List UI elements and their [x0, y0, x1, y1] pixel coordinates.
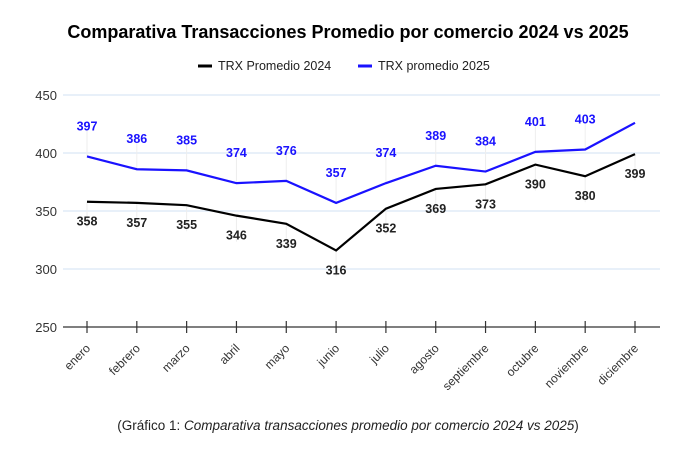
caption-suffix: ) — [574, 418, 579, 433]
x-tick-label: junio — [314, 341, 343, 370]
x-tick-label: marzo — [159, 341, 193, 375]
y-tick-label: 450 — [35, 88, 57, 103]
y-tick-label: 350 — [35, 204, 57, 219]
data-label: 386 — [126, 132, 147, 146]
data-label: 369 — [425, 202, 446, 216]
x-tick-label: abril — [217, 341, 243, 367]
data-label: 339 — [276, 237, 297, 251]
data-label: 399 — [625, 167, 646, 181]
x-tick-label: febrero — [106, 341, 143, 378]
data-label: 373 — [475, 197, 496, 211]
data-label: 401 — [525, 115, 546, 129]
data-label: 380 — [575, 189, 596, 203]
y-tick-label: 250 — [35, 320, 57, 335]
data-label: 384 — [475, 135, 496, 149]
x-tick-label: julio — [366, 341, 392, 367]
chart-title: Comparativa Transacciones Promedio por c… — [67, 22, 629, 42]
x-tick-label: diciembre — [594, 341, 641, 388]
y-tick-label: 400 — [35, 146, 57, 161]
y-tick-label: 300 — [35, 262, 57, 277]
data-label: 397 — [77, 119, 98, 133]
data-label: 403 — [575, 113, 596, 127]
x-tick-label: enero — [62, 341, 94, 373]
data-label: 357 — [126, 216, 147, 230]
data-label: 355 — [176, 218, 197, 232]
x-tick-label: octubre — [503, 341, 541, 379]
legend-label: TRX Promedio 2024 — [218, 59, 331, 73]
data-label: 376 — [276, 144, 297, 158]
data-label: 358 — [77, 215, 98, 229]
series-line — [86, 121, 636, 205]
data-label: 346 — [226, 229, 247, 243]
data-label: 316 — [326, 263, 347, 277]
data-label: 389 — [425, 129, 446, 143]
x-tick-label: noviembre — [542, 341, 592, 391]
data-label: 357 — [326, 166, 347, 180]
x-tick-label: septiembre — [440, 341, 492, 393]
x-tick-label: agosto — [406, 341, 442, 377]
data-label: 390 — [525, 178, 546, 192]
x-tick-label: mayo — [262, 341, 293, 372]
data-label: 352 — [375, 222, 396, 236]
data-label: 374 — [226, 146, 247, 160]
caption-prefix: (Gráfico 1: — [117, 418, 185, 433]
caption-italic: Comparativa transacciones promedio por c… — [184, 418, 575, 433]
chart-caption: (Gráfico 1: Comparativa transacciones pr… — [0, 418, 696, 433]
series-line — [86, 153, 636, 252]
legend-label: TRX promedio 2025 — [378, 59, 490, 73]
data-label: 385 — [176, 133, 197, 147]
data-label: 374 — [375, 146, 396, 160]
